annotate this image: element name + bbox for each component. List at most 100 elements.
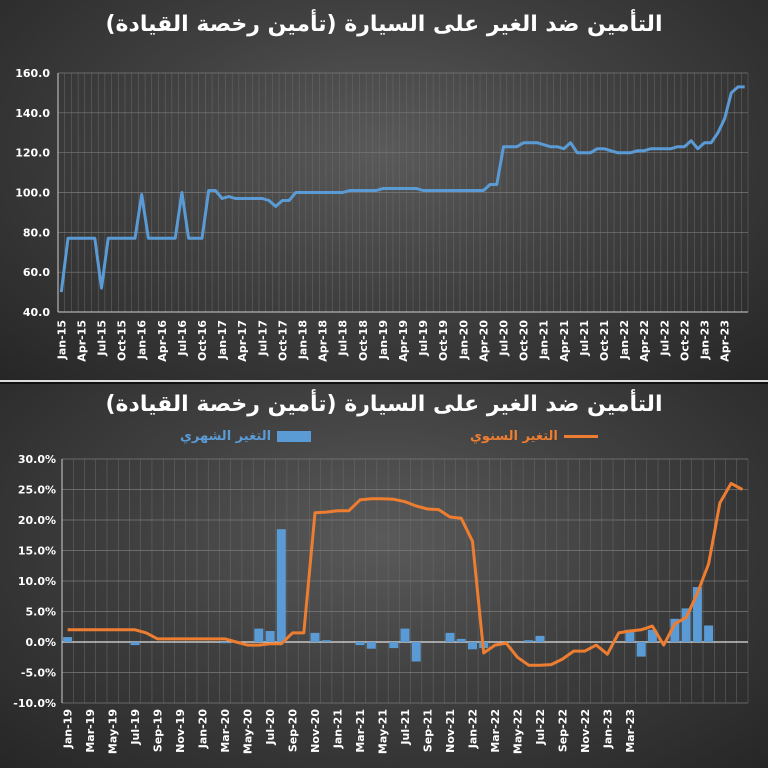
bar <box>704 625 714 642</box>
legend-label: التغير السنوي <box>470 428 558 444</box>
x-tick-label: Oct-22 <box>678 320 691 361</box>
x-tick-label: Oct-19 <box>437 320 450 361</box>
x-tick-label: Apr-18 <box>317 320 330 362</box>
bar <box>411 642 421 662</box>
x-tick-label: Oct-16 <box>196 320 209 361</box>
x-tick-label: Oct-21 <box>598 320 611 361</box>
x-tick-label: Jan-22 <box>618 320 631 360</box>
x-tick-label: Apr-20 <box>477 320 490 362</box>
legend-item-annual: التغير السنوي <box>470 426 598 446</box>
y-tick-label: 10.0% <box>18 575 56 588</box>
x-tick-label: Jul-20 <box>264 709 277 746</box>
y-tick-label: 120.0 <box>15 147 50 160</box>
chart-panel-bottom: التأمين ضد الغير على السيارة (تأمين رخصة… <box>0 384 768 768</box>
x-tick-label: Jul-18 <box>337 320 350 357</box>
x-tick-label: Jul-21 <box>578 320 591 357</box>
bar <box>366 642 376 649</box>
x-tick-label: Mar-23 <box>624 709 637 753</box>
bar <box>321 640 331 642</box>
x-tick-label: Jul-19 <box>417 320 430 357</box>
x-tick-label: Sep-21 <box>421 709 434 752</box>
legend-swatch <box>563 434 598 438</box>
bar <box>276 529 286 642</box>
bar <box>220 642 230 644</box>
y-tick-label: 140.0 <box>15 107 50 120</box>
x-tick-label: Apr-17 <box>236 320 249 362</box>
x-tick-label: Jan-19 <box>377 320 390 360</box>
y-tick-label: -5.0% <box>21 667 56 680</box>
bar <box>681 608 691 642</box>
x-tick-label: Jul-17 <box>256 320 269 357</box>
x-tick-label: Apr-19 <box>397 320 410 362</box>
x-tick-label: Jan-16 <box>136 320 149 361</box>
bar <box>670 618 680 642</box>
bar <box>400 628 410 642</box>
x-tick-label: Apr-21 <box>558 320 571 362</box>
y-tick-label: 25.0% <box>18 484 56 497</box>
y-tick-label: 80.0 <box>23 226 50 239</box>
bar <box>265 631 275 642</box>
x-tick-label: Nov-19 <box>174 709 187 753</box>
x-tick-label: May-19 <box>107 709 120 754</box>
bar <box>355 642 365 646</box>
x-tick-label: Jan-15 <box>55 320 68 360</box>
x-tick-label: Nov-21 <box>444 709 457 753</box>
x-tick-label: Apr-22 <box>638 320 651 362</box>
x-tick-label: Jan-21 <box>332 709 345 749</box>
y-tick-label: 40.0 <box>23 306 50 319</box>
y-tick-label: 20.0% <box>18 514 56 527</box>
x-tick-label: Jul-21 <box>399 709 412 746</box>
bar <box>445 632 455 642</box>
y-tick-label: 0.0% <box>25 636 56 649</box>
bar <box>468 642 477 650</box>
x-tick-label: Oct-17 <box>276 320 289 361</box>
y-tick-label: 5.0% <box>25 606 56 619</box>
x-tick-label: Jan-23 <box>601 709 614 749</box>
x-tick-label: Oct-20 <box>518 320 531 361</box>
x-tick-label: Jul-19 <box>129 709 142 746</box>
x-tick-label: May-21 <box>377 709 390 754</box>
series-line <box>59 85 745 293</box>
chart-title: التأمين ضد الغير على السيارة (تأمين رخصة… <box>105 392 663 417</box>
x-tick-label: Jul-20 <box>497 320 510 357</box>
bar <box>647 629 657 642</box>
chart-title: التأمين ضد الغير على السيارة (تأمين رخصة… <box>105 12 663 37</box>
x-tick-label: Sep-20 <box>287 709 300 752</box>
bar <box>524 640 534 642</box>
legend-label: التغير الشهري <box>180 428 272 444</box>
y-tick-label: 60.0 <box>23 266 50 279</box>
bar <box>625 629 635 642</box>
x-tick-label: Mar-19 <box>84 709 97 753</box>
x-tick-label: Jan-19 <box>62 709 75 749</box>
chart-panel-top: التأمين ضد الغير على السيارة (تأمين رخصة… <box>0 0 768 382</box>
x-tick-label: Mar-20 <box>219 709 232 753</box>
y-tick-label: 30.0% <box>18 453 56 466</box>
bar <box>636 642 646 657</box>
x-tick-label: Apr-15 <box>75 320 88 362</box>
x-tick-label: Jan-17 <box>216 320 229 360</box>
bar <box>456 638 466 642</box>
combo-chart: -10.0% -5.0% 0.0% 5.0% 10.0% 15.0% 20.0% 25.0% 3… <box>13 453 749 754</box>
legend-item-monthly: التغير الشهري <box>180 426 312 446</box>
x-tick-label: Jan-18 <box>297 320 310 360</box>
bar <box>389 642 399 649</box>
x-tick-label: Apr-16 <box>156 320 169 362</box>
x-tick-label: Mar-22 <box>489 709 502 753</box>
x-tick-label: May-20 <box>242 709 255 754</box>
bar <box>692 587 702 642</box>
x-tick-label: Jan-22 <box>466 709 479 749</box>
y-tick-label: -10.0% <box>13 697 56 710</box>
y-tick-label: 160.0 <box>15 67 50 80</box>
x-tick-label: Jan-20 <box>457 320 470 361</box>
x-tick-label: Oct-15 <box>116 320 129 361</box>
series-line <box>67 481 744 667</box>
x-tick-label: Jan-20 <box>197 709 210 750</box>
y-tick-label: 15.0% <box>18 545 56 558</box>
x-tick-label: Mar-21 <box>354 709 367 753</box>
x-tick-label: Nov-20 <box>309 709 322 753</box>
x-tick-label: Jul-22 <box>534 709 547 746</box>
bar <box>254 628 264 642</box>
x-tick-label: Jul-22 <box>658 320 671 357</box>
bar <box>310 632 320 642</box>
x-tick-label: May-22 <box>511 709 524 754</box>
